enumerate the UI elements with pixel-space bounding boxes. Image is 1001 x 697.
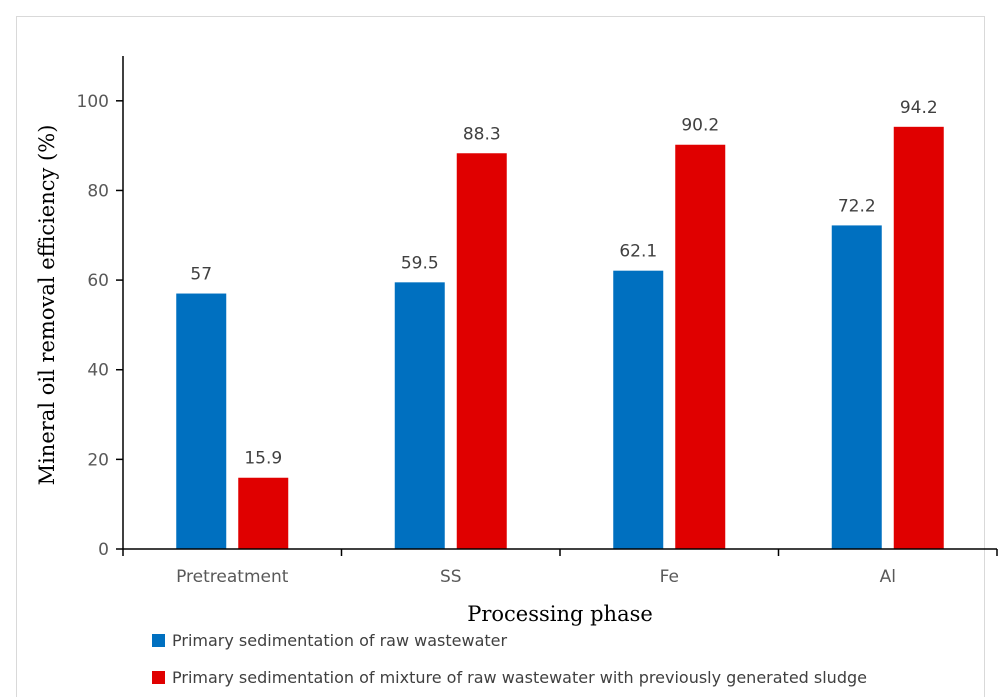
data-label: 62.1 — [619, 242, 657, 262]
bar-series-2 — [893, 126, 944, 549]
y-tick-label: 60 — [87, 271, 109, 291]
y-tick-label: 0 — [98, 540, 109, 560]
data-label: 15.9 — [244, 449, 282, 469]
legend: Primary sedimentation of raw wastewater P… — [152, 631, 867, 687]
legend-swatch — [152, 634, 165, 647]
axes-layer: 0 20 40 60 80 100 Pretreatment SS Fe Al — [77, 56, 998, 587]
data-label: 88.3 — [463, 124, 501, 144]
y-tick-label: 100 — [77, 92, 109, 112]
x-tick-label: Al — [880, 567, 896, 587]
bar-series-2 — [456, 153, 507, 550]
y-axis-title: Mineral oil removal efficiency (%) — [35, 125, 59, 486]
legend-entry: Primary sedimentation of raw wastewater — [172, 631, 507, 650]
data-label: 94.2 — [900, 98, 938, 118]
y-tick-label: 20 — [87, 450, 109, 470]
y-tick-label: 80 — [87, 181, 109, 201]
x-tick-label: Pretreatment — [176, 567, 289, 587]
y-tick-label: 40 — [87, 361, 109, 381]
bar-series-1 — [831, 225, 882, 549]
bar-series-1 — [176, 293, 227, 549]
chart-frame — [16, 16, 985, 697]
x-axis-title: Processing phase — [467, 602, 653, 626]
legend-entry: Primary sedimentation of mixture of raw … — [172, 668, 867, 687]
data-label: 59.5 — [401, 253, 439, 273]
x-tick-label: SS — [440, 567, 462, 587]
bar-series-2 — [238, 477, 289, 549]
data-label: 90.2 — [681, 116, 719, 136]
data-label: 72.2 — [838, 196, 876, 216]
bar-series-1 — [394, 282, 445, 549]
bar-series-2 — [675, 144, 726, 550]
labels-layer: 57 15.9 59.5 88.3 62.1 90.2 72.2 94.2 — [190, 98, 937, 469]
bar-series-1 — [613, 270, 664, 549]
data-label: 57 — [190, 265, 212, 285]
bars-layer — [176, 126, 944, 550]
legend-swatch — [152, 671, 165, 684]
x-tick-label: Fe — [660, 567, 679, 587]
